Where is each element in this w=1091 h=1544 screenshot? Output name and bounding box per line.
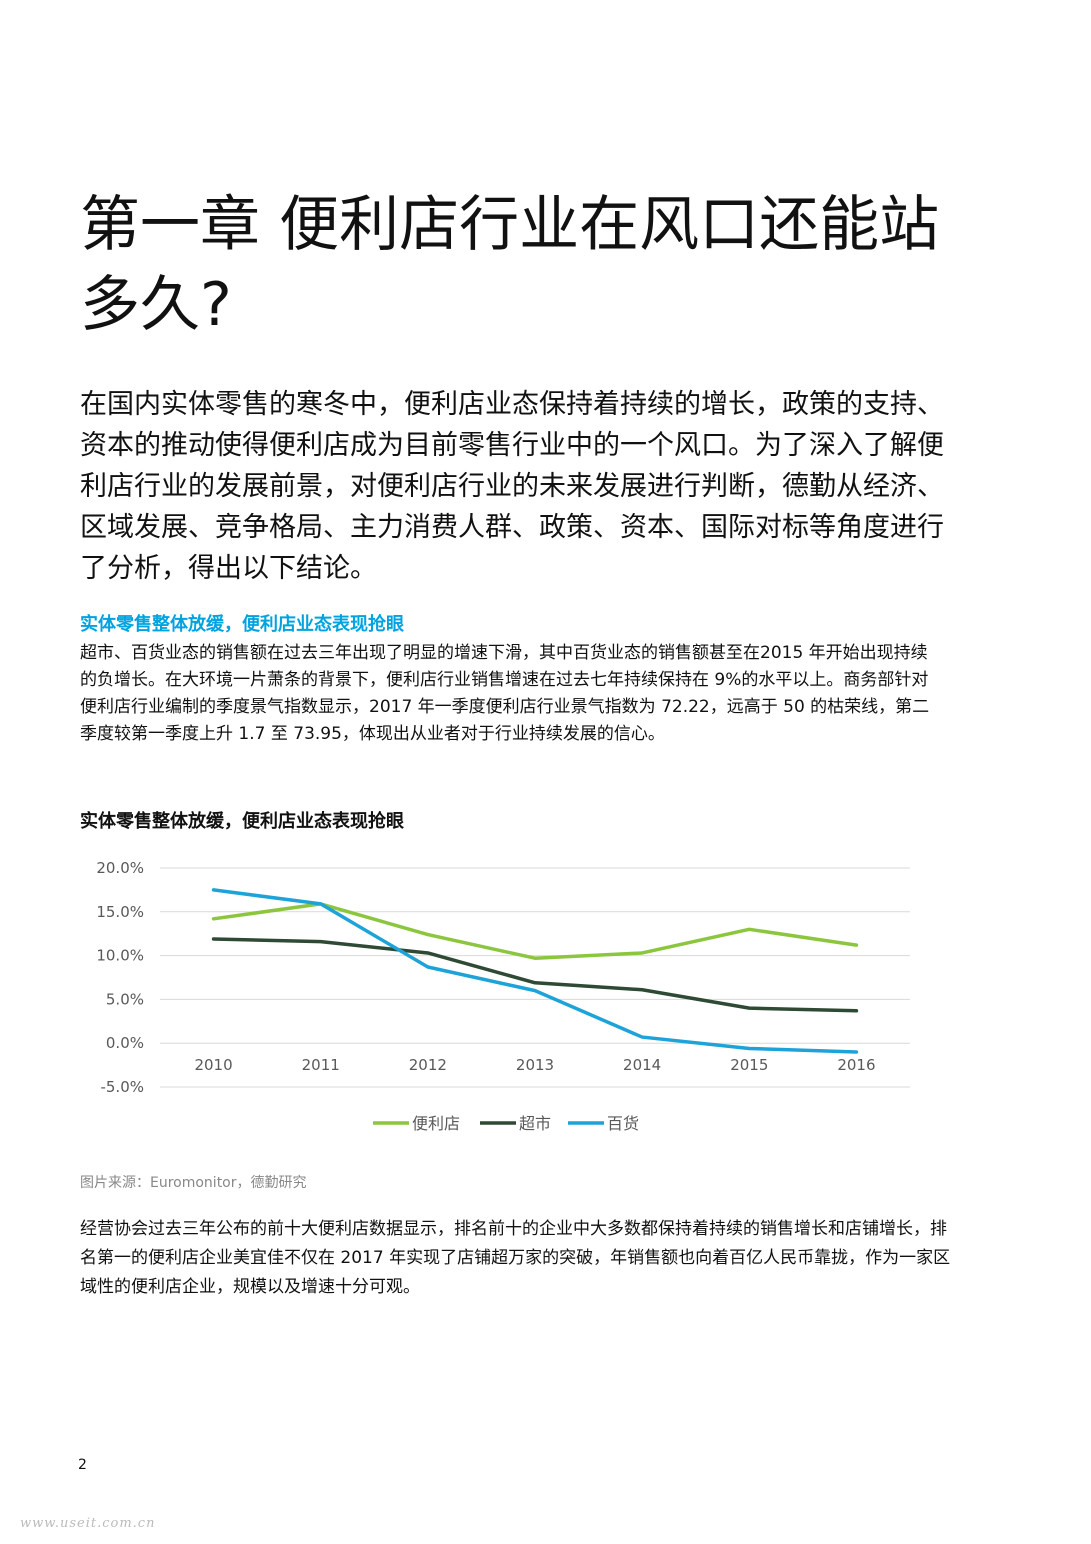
data-point-百货 [640, 1035, 644, 1039]
data-point-百货 [533, 989, 537, 992]
data-point-超市 [748, 1006, 751, 1010]
x-tick-label: 2014 [623, 1056, 661, 1074]
chart-y-axis: 20.0% 15.0% 10.0% 5.0% 0.0% -5.0% [96, 859, 144, 1096]
data-point-便利店 [640, 951, 644, 955]
data-point-超市 [533, 981, 537, 984]
watermark: www.useit.com.cn [20, 1516, 156, 1531]
data-point-便利店 [533, 957, 537, 960]
legend-label: 便利店 [412, 1114, 460, 1133]
y-tick-label: 5.0% [106, 990, 144, 1008]
x-tick-label: 2016 [837, 1056, 875, 1074]
series-line-超市 [211, 937, 859, 1013]
data-point-超市 [855, 1009, 858, 1012]
data-point-便利店 [212, 917, 215, 921]
x-tick-label: 2015 [730, 1056, 768, 1074]
data-point-百货 [748, 1047, 751, 1050]
data-point-超市 [640, 988, 644, 991]
y-tick-label: 10.0% [96, 947, 144, 965]
y-tick-label: 15.0% [96, 903, 144, 921]
closing-paragraph: 经营协会过去三年公布的前十大便利店数据显示，排名前十的企业中大多数都保持着持续的… [80, 1219, 951, 1297]
y-tick-label: 0.0% [106, 1034, 144, 1052]
y-tick-label: 20.0% [96, 859, 144, 877]
data-point-超市 [212, 937, 215, 941]
x-tick-label: 2013 [516, 1056, 554, 1074]
data-point-超市 [319, 940, 322, 943]
legend-label: 超市 [519, 1114, 551, 1133]
chart-gridlines [160, 867, 910, 1088]
x-tick-label: 2010 [194, 1056, 232, 1074]
line-chart: 20.0%15.0%10.0%5.0%0.0%-5.0% 2010 2011 201… [96, 859, 910, 1133]
chart-legend: 便利店 超市 百货 [373, 1114, 639, 1133]
data-point-百货 [319, 902, 322, 906]
data-point-便利店 [855, 943, 858, 947]
section-body: 超市、百货业态的销售额在过去三年出现了明显的增速下滑，其中百货业态的销售额甚至在… [80, 643, 930, 744]
x-tick-label: 2011 [302, 1056, 340, 1074]
section-heading: 实体零售整体放缓，便利店业态表现抢眼 [80, 614, 404, 635]
intro-paragraph: 在国内实体零售的寒冬中，便利店业态保持着持续的增长，政策的支持、资本的推动使得便… [80, 389, 944, 584]
data-point-便利店 [426, 933, 430, 936]
figure-source: 图片来源：Euromonitor，德勤研究 [80, 1175, 307, 1191]
page-number: 2 [78, 1457, 87, 1473]
chart-x-axis: 2010 2011 2012 2013 2014 2015 2016 [194, 1056, 875, 1074]
chart-series [211, 888, 859, 1054]
chapter-title: 第一章 便利店行业在风口还能站多久? [80, 190, 940, 340]
data-point-便利店 [748, 928, 751, 931]
series-line-百货 [211, 888, 859, 1054]
data-point-百货 [855, 1050, 858, 1054]
data-point-百货 [212, 888, 215, 892]
x-tick-label: 2012 [409, 1056, 447, 1074]
data-point-超市 [426, 951, 430, 955]
data-point-百货 [426, 965, 430, 969]
y-tick-label: -5.0% [100, 1078, 144, 1096]
legend-label: 百货 [607, 1114, 639, 1133]
chart-title: 实体零售整体放缓，便利店业态表现抢眼 [80, 811, 404, 832]
